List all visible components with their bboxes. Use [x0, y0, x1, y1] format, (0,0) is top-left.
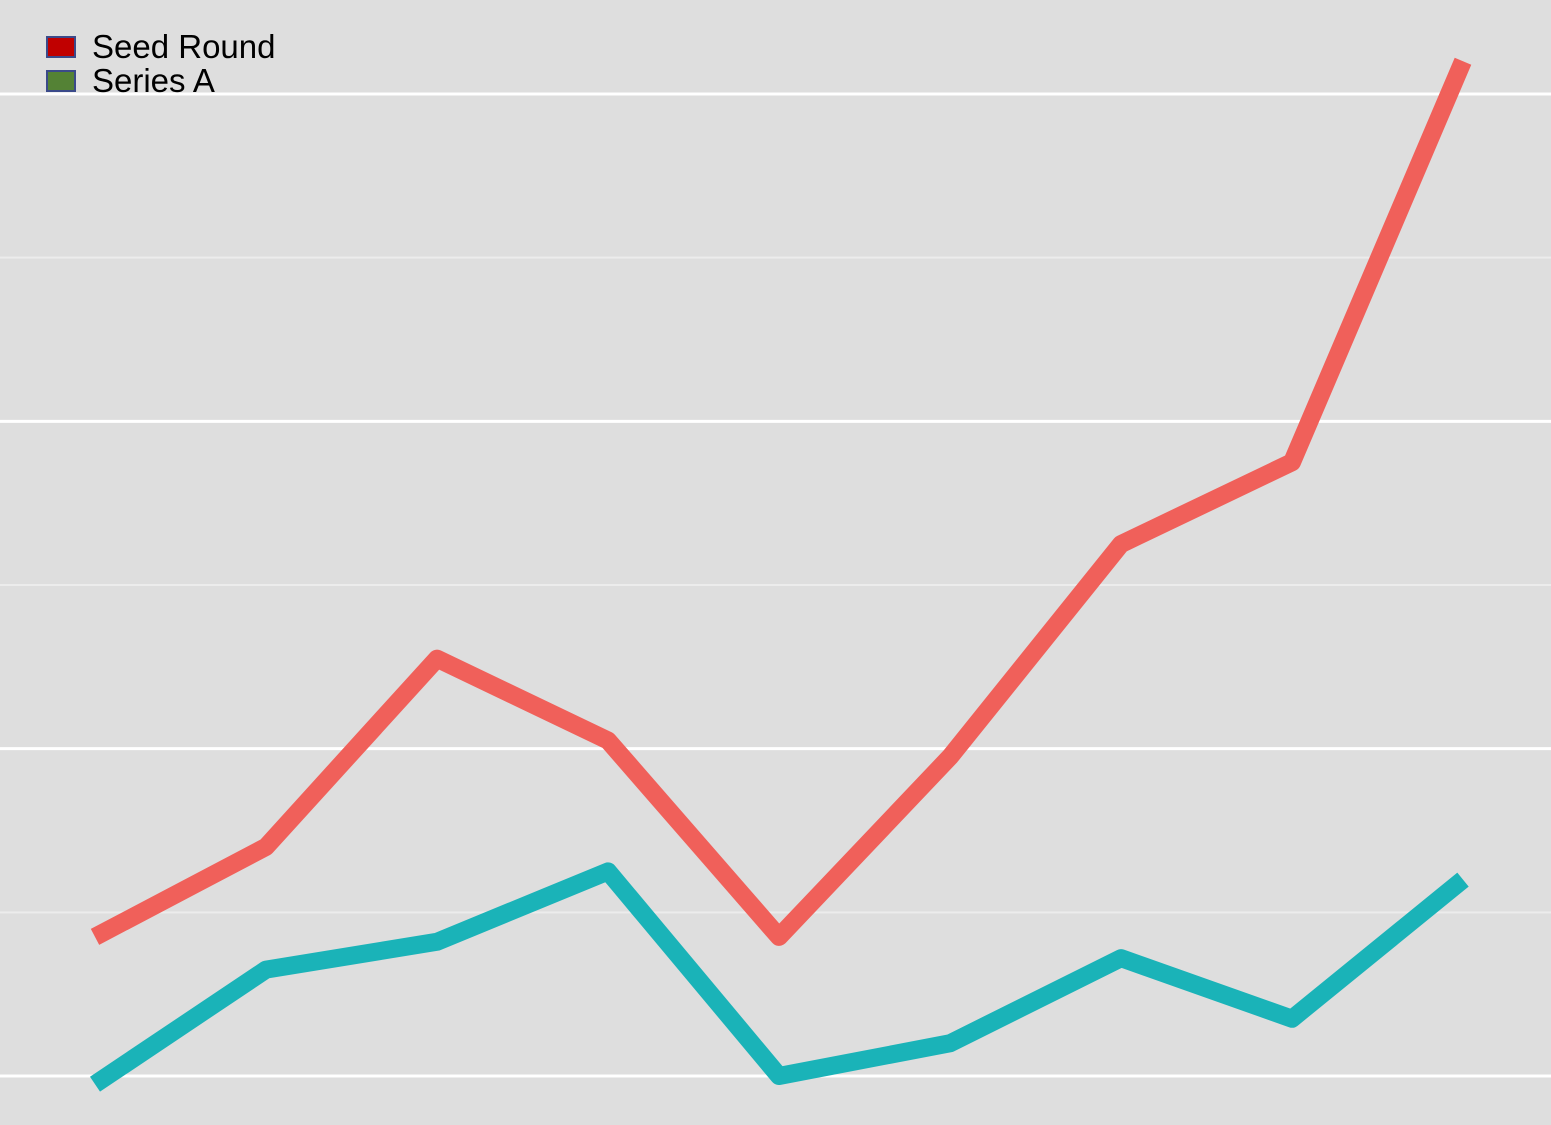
- legend-label-seed-round: Seed Round: [92, 28, 276, 65]
- legend-item-seed-round: Seed Round: [46, 30, 275, 64]
- series-lines: [89, 57, 1472, 1092]
- legend-item-series-a: Series A: [46, 64, 275, 98]
- legend: Seed Round Series A: [46, 30, 275, 98]
- legend-swatch-seed-round: [46, 36, 76, 58]
- series-line-seed-round: [90, 57, 1472, 946]
- legend-swatch-series-a: [46, 70, 76, 92]
- legend-label-series-a: Series A: [92, 62, 215, 99]
- gridlines: [0, 92, 1551, 1078]
- series-line-series-a: [89, 862, 1469, 1092]
